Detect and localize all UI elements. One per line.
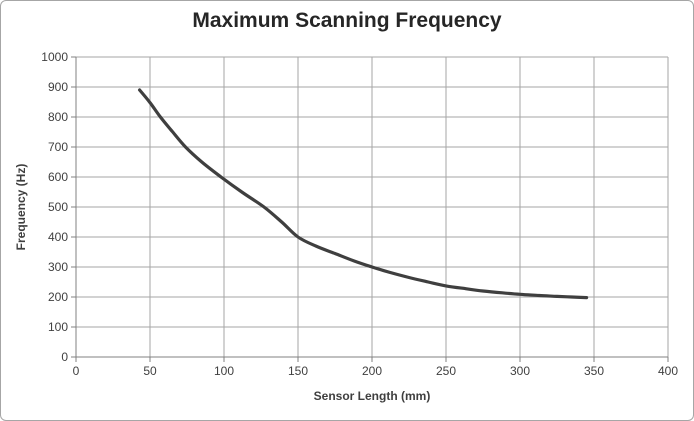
x-tick-label: 250 [436, 364, 456, 378]
x-tick-label: 400 [658, 364, 678, 378]
y-tick-label: 200 [48, 290, 68, 304]
x-tick-label: 100 [214, 364, 234, 378]
x-axis-title: Sensor Length (mm) [313, 389, 431, 403]
y-tick-label: 0 [61, 350, 68, 364]
y-tick-label: 900 [48, 80, 68, 94]
y-tick-label: 500 [48, 200, 68, 214]
x-tick-label: 350 [584, 364, 604, 378]
y-tick-label: 600 [48, 170, 68, 184]
series-curve [138, 88, 589, 300]
y-tick-label: 100 [48, 320, 68, 334]
y-tick-label: 1000 [41, 50, 68, 64]
x-tick-label: 200 [362, 364, 382, 378]
y-tick-label: 300 [48, 260, 68, 274]
x-tick-label: 300 [510, 364, 530, 378]
x-tick-label: 150 [288, 364, 308, 378]
y-tick-label: 700 [48, 140, 68, 154]
y-tick-label: 800 [48, 110, 68, 124]
chart-title: Maximum Scanning Frequency [192, 9, 502, 32]
y-tick-label: 400 [48, 230, 68, 244]
x-tick-label: 50 [143, 364, 157, 378]
x-tick-label: 0 [73, 364, 80, 378]
